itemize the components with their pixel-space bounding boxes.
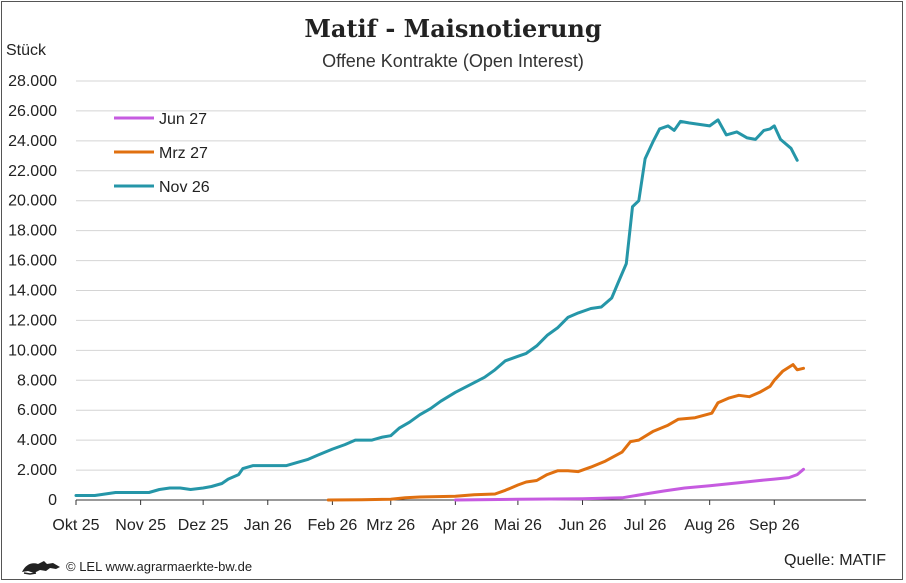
lion-logo-icon <box>22 561 60 575</box>
x-tick-label: Aug 26 <box>684 517 735 534</box>
y-tick-label: 6.000 <box>17 402 57 419</box>
y-tick-label: 8.000 <box>17 372 57 389</box>
y-tick-label: 16.000 <box>8 253 57 270</box>
chart-title: Matif - Maisnotierung <box>304 14 602 43</box>
copyright-text: © LEL www.agrarmaerkte-bw.de <box>66 559 253 574</box>
y-tick-label: 20.000 <box>8 193 57 210</box>
x-tick-label: Apr 26 <box>432 517 479 534</box>
x-tick-label: Jun 26 <box>558 517 606 534</box>
series-line-jun-27 <box>453 467 805 502</box>
y-tick-label: 12.000 <box>8 312 57 329</box>
y-tick-label: 26.000 <box>8 103 57 120</box>
y-tick-label: 24.000 <box>8 133 57 150</box>
x-tick-label: Jan 26 <box>244 517 292 534</box>
y-axis-label: Stück <box>6 42 47 59</box>
y-tick-label: 4.000 <box>17 432 57 449</box>
x-tick-label: Okt 25 <box>52 517 99 534</box>
y-tick-label: 0 <box>48 492 57 509</box>
series-line-mrz-27 <box>326 363 805 502</box>
x-tick-label: Jul 26 <box>624 517 667 534</box>
y-tick-label: 14.000 <box>8 283 57 300</box>
y-tick-label: 2.000 <box>17 462 57 479</box>
x-tick-label: Mai 26 <box>494 517 542 534</box>
chart-subtitle: Offene Kontrakte (Open Interest) <box>322 51 584 71</box>
y-tick-label: 28.000 <box>8 73 57 90</box>
legend-label: Nov 26 <box>159 179 210 196</box>
legend-label: Mrz 27 <box>159 145 208 162</box>
x-tick-label: Nov 25 <box>115 517 166 534</box>
y-tick-label: 22.000 <box>8 163 57 180</box>
source-text: Quelle: MATIF <box>784 552 886 569</box>
x-tick-label: Feb 26 <box>307 517 357 534</box>
series-line-nov-26 <box>74 118 799 497</box>
y-tick-label: 10.000 <box>8 342 57 359</box>
x-tick-label: Mrz 26 <box>366 517 415 534</box>
legend-label: Jun 27 <box>159 111 207 128</box>
x-tick-label: Sep 26 <box>749 517 800 534</box>
x-tick-label: Dez 25 <box>178 517 229 534</box>
y-tick-label: 18.000 <box>8 223 57 240</box>
